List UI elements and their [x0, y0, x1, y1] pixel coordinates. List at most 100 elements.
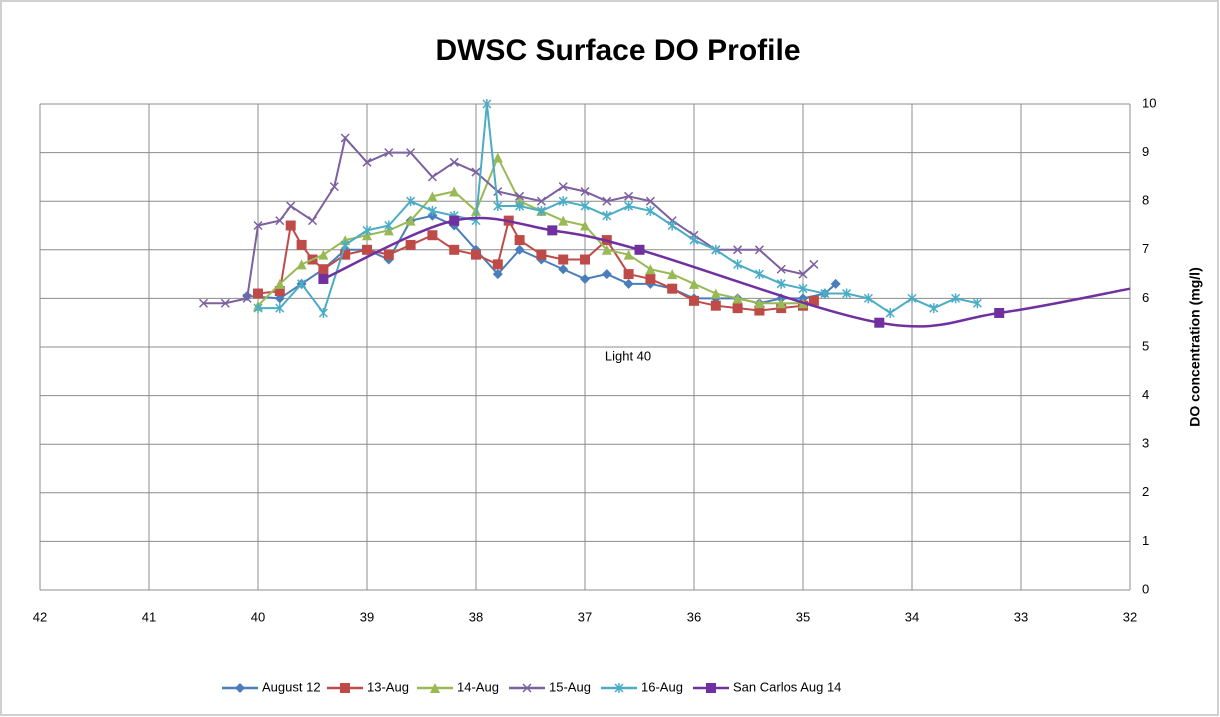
- marker: [492, 152, 503, 163]
- marker: [449, 157, 459, 167]
- marker: [623, 278, 634, 289]
- marker: [733, 245, 743, 255]
- x-tick-label: 42: [33, 609, 47, 624]
- marker: [384, 220, 394, 231]
- x-tick-label: 38: [469, 609, 483, 624]
- marker: [405, 215, 416, 226]
- marker: [732, 293, 743, 304]
- y-tick-label: 2: [1142, 484, 1149, 499]
- y-tick-label: 1: [1142, 533, 1149, 548]
- marker: [514, 244, 525, 255]
- marker: [809, 259, 819, 269]
- y-tick-label: 6: [1142, 290, 1149, 305]
- marker: [863, 293, 873, 304]
- marker: [285, 220, 296, 231]
- marker: [601, 269, 612, 280]
- y-tick-label: 0: [1142, 581, 1149, 596]
- legend-item: San Carlos Aug 14: [693, 679, 841, 694]
- y-tick-label: 4: [1142, 387, 1149, 402]
- marker: [427, 205, 437, 216]
- legend-marker: [235, 683, 245, 693]
- y-tick-label: 3: [1142, 436, 1149, 451]
- marker: [515, 201, 525, 212]
- legend-marker: [430, 683, 440, 693]
- marker: [689, 235, 699, 246]
- marker: [798, 269, 808, 279]
- marker: [874, 317, 885, 328]
- marker: [754, 305, 765, 316]
- x-tick-label: 37: [578, 609, 592, 624]
- marker: [951, 293, 961, 304]
- legend-label: 16-Aug: [641, 679, 683, 694]
- marker: [732, 303, 743, 314]
- marker: [624, 191, 634, 201]
- marker: [318, 273, 329, 284]
- marker: [449, 186, 460, 197]
- marker: [536, 205, 546, 216]
- x-tick-label: 34: [905, 609, 919, 624]
- marker: [929, 303, 939, 314]
- marker: [471, 249, 481, 260]
- marker: [340, 249, 351, 260]
- x-tick-label: 35: [796, 609, 810, 624]
- marker: [275, 303, 285, 314]
- marker: [514, 235, 525, 246]
- legend-item: 13-Aug: [327, 679, 409, 694]
- marker: [362, 244, 372, 255]
- marker: [427, 230, 438, 241]
- marker: [710, 300, 721, 311]
- x-tick-label: 36: [687, 609, 701, 624]
- marker: [427, 172, 437, 182]
- marker: [645, 273, 656, 284]
- marker: [624, 201, 634, 212]
- marker: [362, 225, 372, 236]
- marker: [318, 264, 329, 275]
- marker: [198, 298, 209, 308]
- marker: [307, 216, 318, 226]
- marker: [776, 264, 786, 274]
- marker: [220, 298, 230, 308]
- y-axis-title: DO concentration (mg/l): [1187, 267, 1203, 426]
- marker: [536, 249, 547, 260]
- marker: [808, 295, 819, 306]
- chart-title: DWSC Surface DO Profile: [435, 34, 800, 67]
- marker: [580, 186, 590, 197]
- x-tick-label: 33: [1014, 609, 1028, 624]
- marker: [286, 201, 296, 211]
- marker: [907, 293, 917, 304]
- marker: [885, 307, 895, 318]
- marker: [558, 254, 569, 265]
- legend-item: 15-Aug: [509, 679, 591, 694]
- marker: [645, 205, 655, 216]
- marker: [798, 283, 808, 294]
- marker: [602, 210, 612, 221]
- x-tick-label: 40: [251, 609, 265, 624]
- marker: [776, 298, 787, 309]
- marker: [776, 278, 786, 289]
- marker: [645, 196, 655, 206]
- marker: [318, 249, 329, 260]
- legend-label: August 12: [262, 679, 321, 694]
- marker: [547, 225, 558, 236]
- marker: [297, 278, 307, 289]
- legend-marker: [614, 683, 624, 693]
- marker: [253, 303, 263, 314]
- marker: [274, 286, 285, 297]
- marker: [634, 244, 645, 255]
- marker: [830, 278, 841, 289]
- legend-item: August 12: [222, 679, 321, 694]
- marker: [645, 264, 656, 275]
- legend-label: 14-Aug: [457, 679, 499, 694]
- marker: [253, 220, 263, 231]
- marker: [482, 99, 492, 109]
- marker: [449, 215, 460, 226]
- y-tick-label: 7: [1142, 241, 1149, 256]
- marker: [449, 244, 460, 255]
- marker: [972, 298, 982, 309]
- marker: [405, 239, 416, 250]
- x-tick-label: 41: [142, 609, 156, 624]
- marker: [406, 196, 416, 207]
- marker: [689, 278, 699, 289]
